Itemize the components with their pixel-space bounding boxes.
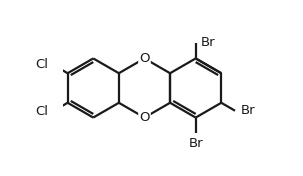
Text: O: O <box>139 52 150 65</box>
Text: Cl: Cl <box>35 105 48 118</box>
Text: Br: Br <box>188 137 203 150</box>
Text: O: O <box>139 111 150 124</box>
Text: Cl: Cl <box>35 58 48 71</box>
Text: Br: Br <box>201 36 215 49</box>
Text: Br: Br <box>240 104 255 117</box>
